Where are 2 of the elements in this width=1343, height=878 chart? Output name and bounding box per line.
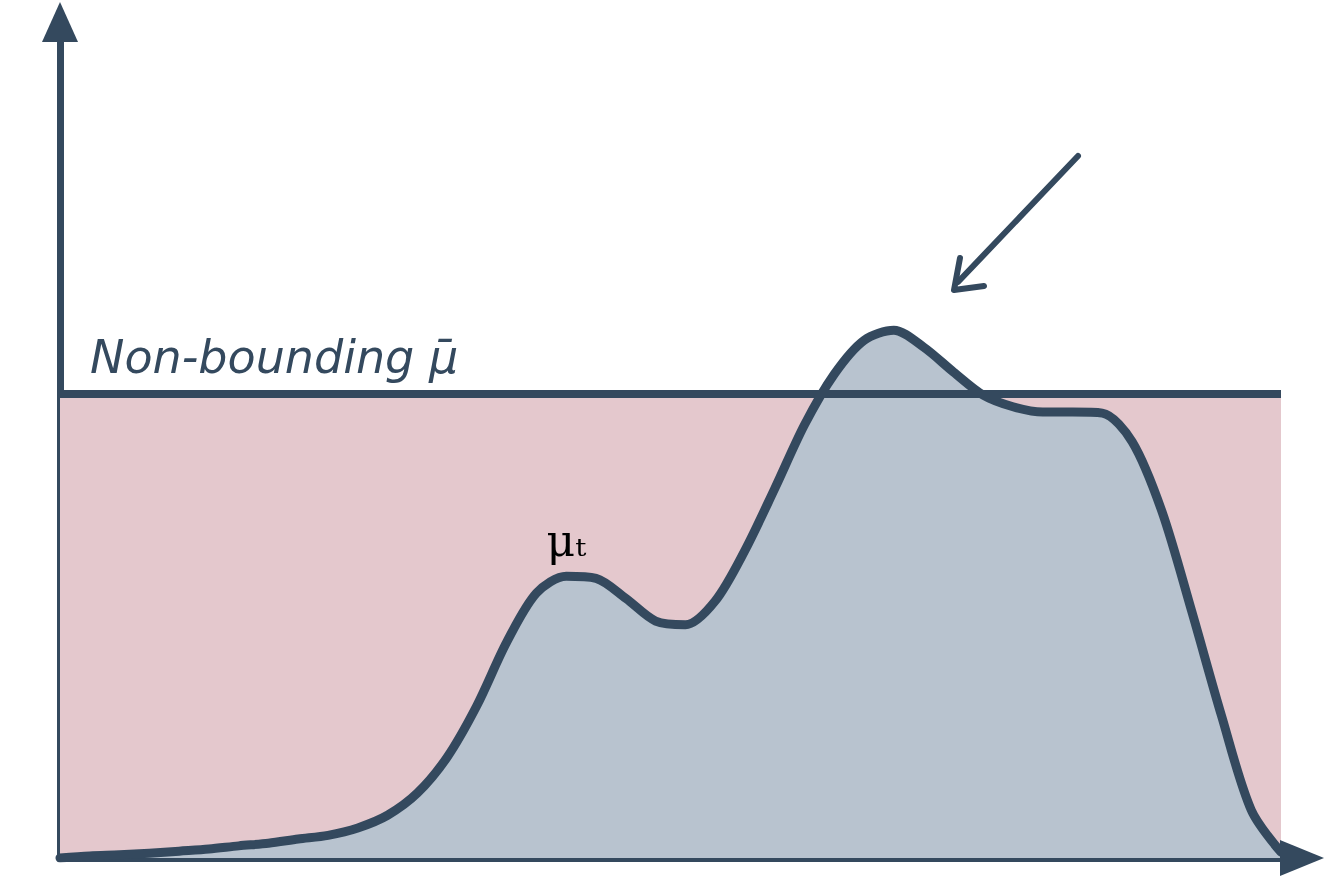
ref-line-label: Non-bounding μ̄ <box>90 329 459 384</box>
series-label: μₜ <box>546 514 587 566</box>
